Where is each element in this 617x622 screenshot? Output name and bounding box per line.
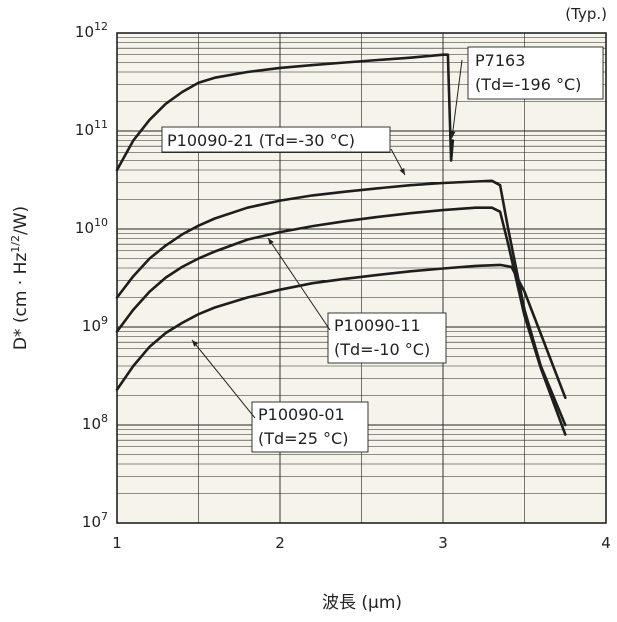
series-line-4	[115, 263, 567, 399]
x-tick-label-1: 1	[112, 534, 122, 552]
callout-box-4	[251, 401, 369, 453]
plot-frame	[116, 32, 607, 524]
callout-box-3	[327, 312, 447, 364]
series-label-3-line-1: P10090-11	[334, 316, 421, 335]
tick-labels: 1 2 3 4 1012 1011 1010 109 108 107	[75, 20, 611, 552]
y-axis-title-main: D* (cm · Hz	[11, 253, 31, 351]
y-tick-label-1e11: 1011	[75, 118, 108, 139]
y-axis-title-sup: 1/2	[9, 235, 22, 253]
callout-box-1	[467, 46, 604, 100]
y-tick-label-1e10: 1010	[75, 216, 108, 237]
x-tick-label-4: 4	[601, 534, 611, 552]
y-tick-label-1e12: 1012	[75, 20, 108, 41]
curves	[115, 53, 567, 436]
callout-leader-3	[267, 237, 331, 331]
callout-arrowhead-4	[192, 340, 199, 347]
y-tick-label-1e7: 107	[82, 510, 108, 531]
series-label-4-line-2: (Td=25 °C)	[258, 429, 348, 448]
series-line-1	[115, 53, 455, 172]
y-tick-label-1e9: 109	[82, 314, 108, 335]
callout-leader-1	[451, 59, 463, 139]
series-label-4-line-1: P10090-01	[258, 405, 345, 424]
y-axis-title: D* (cm · Hz1/2/W)	[9, 206, 31, 350]
y-axis-title-tail: /W)	[11, 206, 31, 235]
y-tick-label-1e8: 108	[82, 412, 108, 433]
callout-arrowhead-2	[399, 168, 405, 175]
x-tick-label-3: 3	[438, 534, 448, 552]
typical-note: (Typ.)	[565, 5, 607, 23]
series-line-3	[115, 206, 567, 436]
x-tick-label-2: 2	[275, 534, 285, 552]
series-label-2-line-1: P10090-21 (Td=-30 °C)	[167, 131, 355, 150]
callout-box-2	[161, 126, 391, 153]
callout-arrowhead-3	[268, 238, 274, 245]
series-label-1-line-2: (Td=-196 °C)	[475, 75, 581, 94]
callouts: P7163 (Td=-196 °C) P10090-21 (Td=-30 °C) P1…	[161, 46, 604, 453]
series-line-2	[115, 179, 567, 427]
callout-leader-4	[191, 339, 256, 419]
series-label-1-line-1: P7163	[475, 51, 525, 70]
callout-arrowhead-1	[450, 131, 456, 138]
series-label-3-line-2: (Td=-10 °C)	[334, 340, 430, 359]
x-axis-title: 波長 (μm)	[322, 593, 402, 613]
